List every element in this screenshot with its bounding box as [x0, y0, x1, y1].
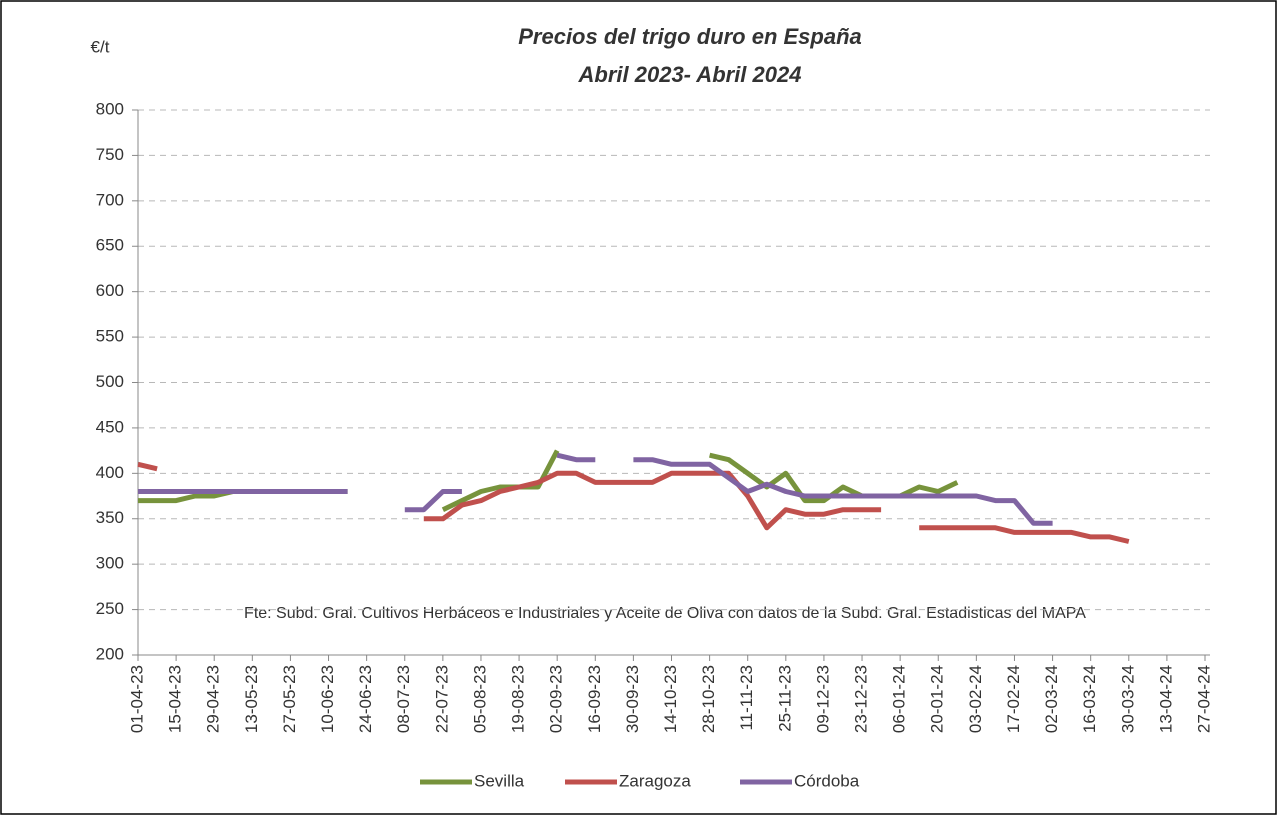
y-tick-label: 550 — [96, 327, 124, 346]
y-axis-label: €/t — [91, 37, 110, 56]
y-tick-label: 800 — [96, 99, 124, 118]
x-tick-label: 27-04-24 — [1194, 665, 1213, 733]
x-tick-label: 02-09-23 — [547, 665, 566, 733]
x-tick-label: 25-11-23 — [775, 665, 794, 732]
legend-label: Sevilla — [474, 771, 525, 790]
x-tick-label: 16-03-24 — [1080, 665, 1099, 733]
y-tick-label: 400 — [96, 463, 124, 482]
x-tick-label: 24-06-23 — [356, 665, 375, 733]
x-tick-label: 09-12-23 — [813, 665, 832, 733]
x-tick-label: 23-12-23 — [852, 665, 871, 733]
y-tick-label: 600 — [96, 281, 124, 300]
x-tick-label: 30-03-24 — [1118, 665, 1137, 733]
x-tick-label: 15-04-23 — [166, 665, 185, 733]
x-tick-label: 11-11-23 — [737, 665, 756, 731]
x-tick-label: 02-03-24 — [1042, 665, 1061, 733]
y-tick-label: 350 — [96, 508, 124, 527]
y-tick-label: 750 — [96, 145, 124, 164]
x-tick-label: 28-10-23 — [699, 665, 718, 733]
x-tick-label: 13-04-24 — [1156, 665, 1175, 733]
legend-label: Zaragoza — [619, 771, 691, 790]
x-tick-label: 08-07-23 — [394, 665, 413, 733]
x-tick-label: 29-04-23 — [204, 665, 223, 733]
x-tick-label: 05-08-23 — [470, 665, 489, 733]
annotation: Fte: Subd. Gral. Cultivos Herbáceos e In… — [244, 605, 1086, 622]
x-tick-label: 19-08-23 — [509, 665, 528, 733]
y-tick-label: 500 — [96, 372, 124, 391]
x-tick-label: 30-09-23 — [623, 665, 642, 733]
x-tick-label: 16-09-23 — [585, 665, 604, 733]
y-tick-label: 450 — [96, 417, 124, 436]
x-tick-label: 01-04-23 — [127, 665, 146, 733]
x-tick-label: 22-07-23 — [432, 665, 451, 733]
chart-title: Precios del trigo duro en España — [518, 24, 862, 49]
x-tick-label: 03-02-24 — [966, 665, 985, 733]
y-tick-label: 250 — [96, 599, 124, 618]
x-tick-label: 06-01-24 — [890, 665, 909, 733]
series-line — [137, 461, 1130, 544]
legend-label: Córdoba — [794, 771, 860, 790]
y-tick-label: 650 — [96, 236, 124, 255]
chart-subtitle: Abril 2023- Abril 2024 — [578, 62, 802, 87]
x-tick-label: 13-05-23 — [242, 665, 261, 733]
x-tick-label: 17-02-24 — [1004, 665, 1023, 733]
x-tick-label: 10-06-23 — [318, 665, 337, 733]
y-tick-label: 200 — [96, 644, 124, 663]
y-tick-label: 300 — [96, 554, 124, 573]
y-tick-label: 700 — [96, 190, 124, 209]
series-line — [138, 452, 1053, 526]
x-tick-label: 27-05-23 — [280, 665, 299, 733]
x-tick-label: 14-10-23 — [661, 665, 680, 733]
x-tick-label: 20-01-24 — [928, 665, 947, 733]
